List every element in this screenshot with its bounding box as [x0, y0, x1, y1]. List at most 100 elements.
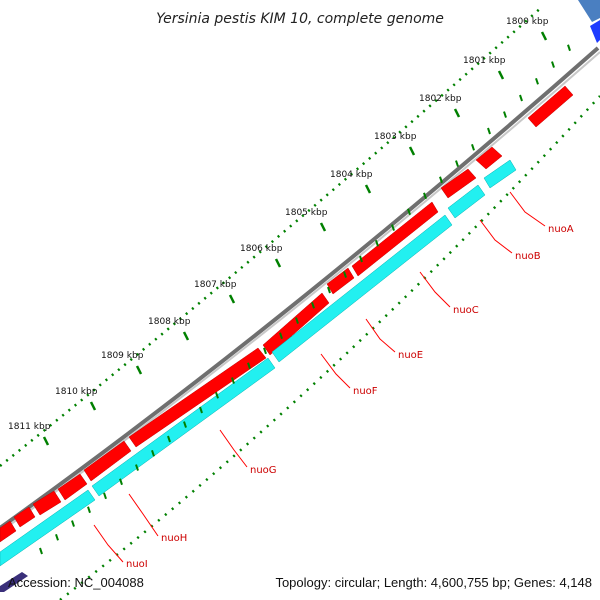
inner-tick [311, 302, 315, 309]
gene-leader-line [128, 493, 159, 537]
gene-labels: nuoA nuoB nuoC nuoE nuoF nuoG nuoH nuoI [93, 191, 574, 570]
inner-tick [519, 94, 523, 102]
inner-tick [215, 392, 219, 399]
forward-gene-arrow [351, 201, 439, 277]
inner-tick [87, 506, 91, 514]
feature-arc-top [578, 0, 600, 22]
forward-gene-arrow [0, 520, 17, 543]
inner-tick [567, 44, 571, 52]
inner-tick [247, 362, 251, 370]
major-tick [182, 331, 190, 341]
gene-leader-line [219, 429, 248, 468]
major-tick [228, 294, 236, 304]
cds-arrow [447, 184, 486, 219]
inner-tick [487, 127, 491, 135]
forward-gene-arrow [83, 440, 132, 482]
tick-label: 1807 kbp [194, 280, 237, 290]
inner-tick [471, 144, 475, 151]
inner-tick [279, 332, 283, 340]
cds-arrow [483, 159, 517, 189]
ruler-labels: 1800 kbp 1801 kbp 1802 kbp 1803 kbp 1804 kbp… [8, 17, 549, 432]
feature-bottom-left [0, 572, 28, 592]
inner-tick [343, 271, 347, 278]
inner-tick [167, 435, 171, 443]
major-tick [89, 401, 97, 411]
forward-gene-arrow [326, 267, 355, 295]
tick-label: 1802 kbp [419, 94, 462, 104]
tick-label: 1803 kbp [374, 132, 417, 142]
tick-label: 1804 kbp [330, 170, 373, 180]
adjacent-features [578, 0, 600, 43]
tick-label: 1811 kbp [8, 422, 51, 432]
inner-tick [551, 61, 555, 68]
gene-leader-line [509, 191, 546, 227]
tick-label: 1801 kbp [463, 56, 506, 66]
feature-arc-blue [590, 20, 600, 43]
gene-label-nuoh: nuoH [161, 533, 187, 544]
accession-text: Accession: NC_004088 [8, 575, 144, 590]
cds-features [0, 159, 517, 567]
tick-label: 1808 kbp [148, 317, 191, 327]
inner-tick [359, 255, 363, 263]
gene-leader-line [365, 318, 396, 353]
inner-tick [503, 111, 507, 118]
gene-label-nuoe: nuoE [398, 350, 423, 361]
gene-label-nuob: nuoB [515, 251, 541, 262]
cds-arrow [91, 357, 276, 497]
inner-tick [55, 534, 59, 541]
gene-leader-line [320, 353, 351, 389]
tick-label: 1809 kbp [101, 351, 144, 361]
gene-leader-line [479, 219, 513, 254]
inner-tick [71, 520, 75, 527]
inner-tick [39, 547, 43, 555]
major-tick [274, 258, 282, 268]
inner-tick [535, 78, 539, 85]
inner-tick [231, 377, 235, 384]
gene-label-nuoa: nuoA [548, 224, 574, 235]
gene-label-nuoc: nuoC [453, 305, 479, 316]
inner-tick [151, 450, 155, 457]
tick-label: 1805 kbp [285, 208, 328, 218]
inner-tick [455, 160, 459, 167]
forward-gene-arrow [527, 85, 574, 128]
inner-tick [407, 208, 411, 216]
major-tick [135, 365, 143, 375]
inner-tick [439, 176, 443, 184]
gene-label-nuog: nuoG [250, 465, 277, 476]
summary-text: Topology: circular; Length: 4,600,755 bp… [275, 575, 592, 590]
map-title: Yersinia pestis KIM 10, complete genome [156, 11, 444, 27]
forward-gene-arrow [13, 506, 36, 528]
inner-tick [183, 421, 187, 428]
major-tick [497, 70, 505, 80]
cds-arrow [271, 214, 453, 363]
inner-ticks [39, 44, 571, 555]
tick-label: 1800 kbp [506, 17, 549, 27]
inner-tick [119, 478, 123, 486]
ruler-dots [0, 5, 544, 467]
inner-tick [263, 347, 267, 355]
ruler-major-ticks [42, 31, 548, 446]
major-tick [364, 184, 372, 194]
major-tick [540, 31, 548, 41]
forward-gene-arrow [128, 347, 267, 448]
major-tick [42, 436, 50, 446]
gene-label-nuof: nuoF [353, 386, 378, 397]
genome-backbone-shadow [0, 51, 600, 533]
genome-backbone [0, 46, 600, 530]
tick-label: 1810 kbp [55, 387, 98, 397]
forward-genes [0, 85, 574, 543]
inner-tick [199, 406, 203, 414]
forward-gene-arrow [440, 168, 477, 199]
inner-tick [103, 492, 107, 500]
inner-tick [375, 240, 379, 247]
inner-tick [135, 464, 139, 471]
inner-tick [327, 286, 331, 294]
inner-tick [295, 317, 299, 324]
major-tick [453, 108, 461, 118]
cds-arrow [0, 489, 96, 567]
forward-gene-arrow [32, 490, 62, 516]
major-tick [408, 146, 416, 156]
inner-tick [391, 224, 395, 231]
